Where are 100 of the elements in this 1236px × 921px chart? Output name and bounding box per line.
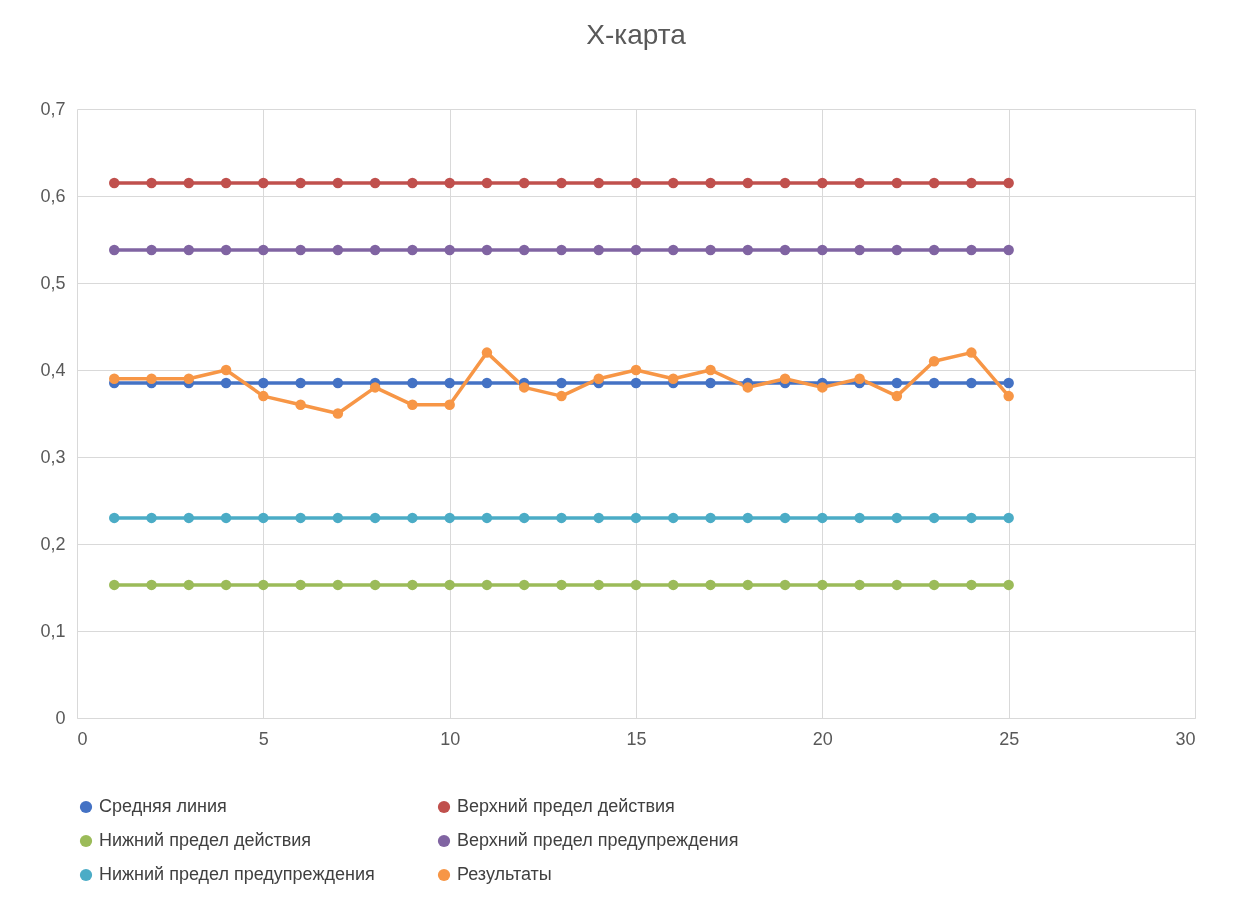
point	[891, 390, 903, 402]
point	[668, 177, 679, 189]
point	[556, 579, 567, 591]
point	[1003, 579, 1014, 591]
y-tick-label: 0,1	[40, 620, 66, 641]
point	[891, 579, 903, 591]
point	[668, 512, 679, 524]
point	[630, 364, 642, 376]
y-tick-label: 0	[55, 707, 66, 728]
point	[481, 177, 493, 189]
point	[518, 244, 530, 256]
point	[220, 177, 232, 189]
point	[481, 512, 493, 524]
point	[630, 579, 642, 591]
y-tick-label: 0,6	[40, 185, 66, 206]
point	[817, 382, 828, 393]
point	[705, 364, 716, 376]
y-tick-label: 0,2	[40, 533, 66, 554]
x-tick-label: 25	[999, 728, 1020, 749]
point	[295, 512, 306, 524]
point	[258, 377, 269, 389]
point	[630, 512, 642, 524]
point	[481, 347, 493, 358]
point	[966, 244, 977, 256]
point	[407, 177, 418, 189]
y-tick-label: 0,3	[40, 446, 66, 467]
point	[258, 390, 269, 402]
point	[928, 356, 940, 367]
point	[891, 377, 903, 389]
point	[518, 512, 530, 524]
point	[220, 512, 232, 524]
point	[928, 579, 940, 591]
point	[518, 382, 530, 393]
point	[146, 579, 157, 591]
point	[407, 579, 418, 591]
point	[146, 177, 157, 189]
point	[369, 382, 381, 393]
point	[891, 177, 903, 189]
x-tick-label: 20	[812, 728, 833, 749]
point	[705, 512, 716, 524]
point	[779, 373, 791, 384]
point	[481, 244, 493, 256]
point	[817, 512, 828, 524]
point	[369, 579, 381, 591]
point	[444, 244, 455, 256]
point	[779, 579, 791, 591]
point	[966, 377, 977, 389]
point	[183, 244, 195, 256]
point	[556, 244, 567, 256]
legend-label: Нижний предел действия	[99, 830, 312, 850]
point	[556, 390, 567, 402]
point	[928, 377, 940, 389]
point	[705, 177, 716, 189]
point	[705, 579, 716, 591]
point	[966, 347, 977, 358]
point	[1003, 512, 1014, 524]
point	[779, 512, 791, 524]
point	[109, 579, 120, 591]
point	[109, 244, 120, 256]
point	[556, 377, 567, 389]
chart-title: X-карта	[586, 19, 687, 50]
point	[556, 512, 567, 524]
y-tick-label: 0,7	[40, 98, 66, 119]
point	[854, 512, 865, 524]
point	[668, 244, 679, 256]
point	[146, 244, 157, 256]
x-tick-label: 10	[440, 728, 461, 749]
point	[1003, 244, 1014, 256]
point	[258, 177, 269, 189]
point	[518, 579, 530, 591]
point	[668, 579, 679, 591]
point	[966, 512, 977, 524]
point	[817, 579, 828, 591]
point	[146, 373, 157, 384]
point	[742, 244, 754, 256]
point	[220, 364, 232, 376]
point	[407, 399, 418, 411]
x-tick-label: 15	[626, 728, 647, 749]
point	[817, 177, 828, 189]
legend-label: Нижний предел предупреждения	[99, 864, 375, 884]
point	[742, 579, 754, 591]
point	[183, 579, 195, 591]
point	[705, 244, 716, 256]
legend-label: Верхний предел предупреждения	[457, 830, 739, 850]
point	[295, 377, 306, 389]
legend-label: Средняя линия	[99, 796, 227, 816]
point	[295, 399, 306, 411]
point	[109, 177, 120, 189]
point	[444, 399, 455, 411]
legend-label: Результаты	[457, 864, 552, 884]
point	[779, 244, 791, 256]
point	[183, 177, 195, 189]
x-tick-label: 0	[77, 728, 88, 749]
point	[928, 177, 940, 189]
x-tick-label: 5	[258, 728, 269, 749]
y-tick-label: 0,5	[40, 272, 66, 293]
point	[593, 373, 604, 384]
y-tick-label: 0,4	[40, 359, 66, 380]
point	[183, 512, 195, 524]
point	[742, 177, 754, 189]
